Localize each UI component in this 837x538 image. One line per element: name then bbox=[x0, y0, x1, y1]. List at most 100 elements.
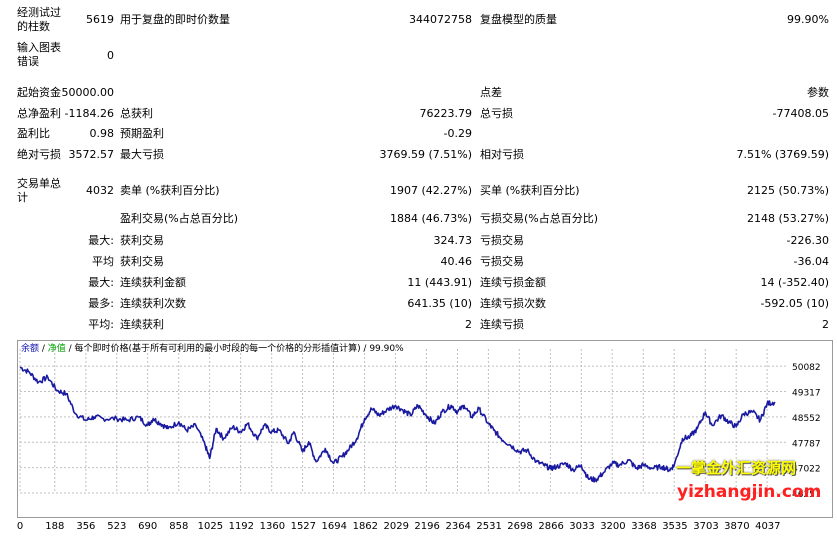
total-trades-value: 4032 bbox=[86, 184, 114, 197]
stat-row-value-left: 40.46 bbox=[440, 255, 473, 268]
max-drawdown-value: 3769.59 (7.51%) bbox=[379, 148, 472, 161]
x-tick-label: 2029 bbox=[383, 521, 409, 532]
stat-row-value-left: 641.35 (10) bbox=[407, 297, 472, 310]
deposit-value: 50000.00 bbox=[61, 86, 115, 99]
x-tick-label: 2364 bbox=[445, 521, 471, 532]
net-profit-value: -1184.26 bbox=[64, 107, 114, 120]
x-tick-label: 690 bbox=[138, 521, 158, 532]
y-tick-label: 48552 bbox=[792, 414, 821, 424]
x-tick-label: 3033 bbox=[569, 521, 595, 532]
bars-value: 5619 bbox=[86, 13, 114, 26]
profit-factor-value: 0.98 bbox=[89, 127, 115, 140]
x-tick-label: 2698 bbox=[507, 521, 533, 532]
x-tick-label: 3535 bbox=[662, 521, 688, 532]
profit-trades-value: 1884 (46.73%) bbox=[389, 212, 472, 225]
x-tick-label: 1862 bbox=[352, 521, 379, 532]
stat-row-prefix: 最多: bbox=[88, 297, 114, 310]
stat-row-prefix: 最大: bbox=[88, 234, 114, 247]
x-tick-label: 1192 bbox=[228, 521, 255, 532]
chart-legend: 余额 / 净值 / 每个即时价格(基于所有可利用的最小时段的每一个价格的分形插值… bbox=[21, 343, 404, 355]
watermark-text: 一掌金外汇资源网 bbox=[676, 459, 797, 477]
legend-desc: / 每个即时价格(基于所有可利用的最小时段的每一个价格的分形插值计算) / 99… bbox=[65, 344, 404, 354]
stat-row-value-right: 2 bbox=[822, 318, 829, 331]
loss-trades-label: 亏损交易(%占总百分比) bbox=[480, 212, 599, 225]
stat-row-value-right: -36.04 bbox=[793, 255, 829, 268]
long-label: 买单 (%获利百分比) bbox=[480, 184, 580, 197]
errors-value: 0 bbox=[107, 49, 114, 62]
x-tick-label: 1360 bbox=[259, 521, 286, 532]
long-value: 2125 (50.73%) bbox=[746, 184, 829, 197]
x-tick-label: 3703 bbox=[693, 521, 719, 532]
x-tick-label: 3368 bbox=[631, 521, 657, 532]
profit-trades-label: 盈利交易(%占总百分比) bbox=[120, 212, 239, 225]
y-tick-label: 50082 bbox=[792, 363, 821, 373]
ticks-label: 用于复盘的即时价数量 bbox=[120, 13, 230, 26]
x-tick-label: 0 bbox=[16, 521, 24, 532]
x-tick-label: 356 bbox=[76, 521, 96, 532]
expected-payoff-label: 预期盈利 bbox=[120, 127, 164, 140]
stat-row-value-right: -226.30 bbox=[786, 234, 829, 247]
errors-label: 输入图表错误 bbox=[17, 41, 61, 68]
total-trades-label: 交易单总计 bbox=[17, 177, 61, 204]
quality-label: 复盘模型的质量 bbox=[480, 13, 557, 26]
stat-row-label-right: 连续亏损 bbox=[480, 318, 524, 331]
x-tick-label: 1527 bbox=[290, 521, 317, 532]
stat-row-value-right: 14 (-352.40) bbox=[760, 276, 829, 289]
stat-row-value-right: -592.05 (10) bbox=[760, 297, 829, 310]
stat-row-value-left: 324.73 bbox=[433, 234, 473, 247]
stat-row-prefix: 最大: bbox=[88, 276, 114, 289]
rel-drawdown-label: 相对亏损 bbox=[480, 148, 524, 161]
stat-row-label-right: 亏损交易 bbox=[480, 255, 524, 268]
x-tick-label: 2866 bbox=[538, 521, 564, 532]
short-label: 卖单 (%获利百分比) bbox=[120, 184, 220, 197]
ticks-value: 344072758 bbox=[409, 13, 472, 26]
x-tick-label: 3200 bbox=[600, 521, 626, 532]
net-profit-label: 总净盈利 bbox=[17, 107, 61, 120]
gross-loss-label: 总亏损 bbox=[480, 107, 513, 120]
abs-drawdown-label: 绝对亏损 bbox=[17, 148, 61, 161]
profit-factor-label: 盈利比 bbox=[17, 127, 50, 140]
legend-sep: / bbox=[39, 344, 48, 354]
loss-trades-value: 2148 (53.27%) bbox=[746, 212, 829, 225]
bars-label: 经测试过的柱数 bbox=[17, 6, 61, 33]
stat-row-label-left: 获利交易 bbox=[120, 234, 164, 247]
stat-row-label-right: 连续亏损次数 bbox=[480, 297, 546, 310]
watermark-url: yizhangjin.com bbox=[677, 482, 822, 502]
stat-row-label-right: 连续亏损金额 bbox=[480, 276, 546, 289]
stat-row-prefix: 平均: bbox=[88, 318, 114, 331]
quality-value: 99.90% bbox=[787, 13, 829, 26]
x-tick-label: 2196 bbox=[414, 521, 440, 532]
x-tick-label: 858 bbox=[169, 521, 189, 532]
stat-row-label-left: 连续获利金额 bbox=[120, 276, 186, 289]
expected-payoff-value: -0.29 bbox=[443, 127, 472, 140]
gross-profit-label: 总获利 bbox=[120, 107, 153, 120]
spread-value: 参数 bbox=[807, 86, 829, 99]
stat-row-prefix: 平均 bbox=[92, 255, 114, 268]
x-tick-label: 2531 bbox=[476, 521, 502, 532]
y-tick-label: 47787 bbox=[792, 439, 821, 449]
max-drawdown-label: 最大亏损 bbox=[120, 148, 164, 161]
stat-row-label-right: 亏损交易 bbox=[480, 234, 524, 247]
gross-loss-value: -77408.05 bbox=[772, 107, 829, 120]
y-tick-label: 47022 bbox=[792, 465, 821, 475]
short-value: 1907 (42.27%) bbox=[389, 184, 472, 197]
balance-series-line bbox=[19, 366, 776, 483]
stat-row-label-left: 连续获利 bbox=[120, 318, 164, 331]
abs-drawdown-value: 3572.57 bbox=[68, 148, 115, 161]
stat-row-value-left: 2 bbox=[465, 318, 472, 331]
balance-chart: 50082 49317 48552 47787 47022 46257 bbox=[17, 340, 833, 518]
x-tick-label: 1694 bbox=[321, 521, 347, 532]
gross-profit-value: 76223.79 bbox=[419, 107, 473, 120]
legend-balance: 余额 bbox=[21, 344, 40, 354]
deposit-label: 起始资金 bbox=[17, 86, 61, 99]
rel-drawdown-value: 7.51% (3769.59) bbox=[736, 148, 829, 161]
stat-row-label-left: 获利交易 bbox=[120, 255, 164, 268]
stat-row-label-left: 连续获利次数 bbox=[120, 297, 186, 310]
spread-label: 点差 bbox=[480, 86, 502, 99]
balance-chart-svg: 50082 49317 48552 47787 47022 46257 bbox=[19, 349, 821, 500]
x-tick-label: 1025 bbox=[197, 521, 224, 532]
x-tick-label: 3870 bbox=[724, 521, 750, 532]
x-tick-label: 523 bbox=[107, 521, 127, 532]
x-tick-label: 4037 bbox=[755, 521, 781, 532]
y-tick-label: 46257 bbox=[792, 490, 821, 500]
